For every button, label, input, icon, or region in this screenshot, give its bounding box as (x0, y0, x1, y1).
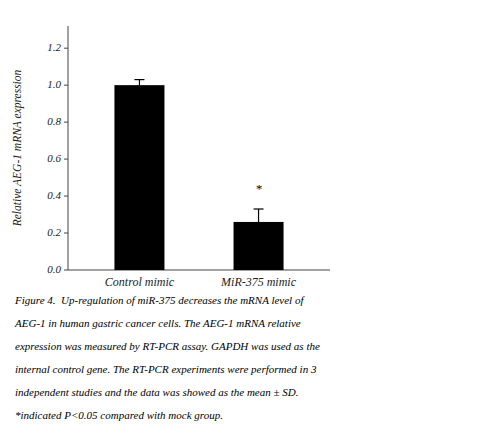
y-tick-label: 0.6 (47, 152, 61, 164)
bar (114, 85, 164, 270)
y-tick (64, 270, 68, 271)
marks (114, 80, 283, 270)
caption-line: expression was measured by RT-PCR assay.… (15, 340, 320, 352)
y-tick-label: 0.0 (47, 263, 61, 275)
caption-line: independent studies and the data was sho… (15, 386, 298, 398)
caption-line: Figure 4. Up-regulation of miR-375 decre… (14, 294, 305, 306)
x-tick-label: MiR-375 mimic (220, 275, 297, 289)
x-tick-label: Control mimic (105, 275, 175, 289)
y-tick (64, 159, 68, 160)
y-tick-label: 0.8 (47, 115, 61, 127)
y-tick (64, 85, 68, 86)
annotation: * (255, 181, 262, 196)
y-tick-label: 0.4 (47, 189, 61, 201)
error-bar-cap (254, 208, 264, 209)
caption-line: AEG-1 in human gastric cancer cells. The… (14, 317, 301, 329)
caption-line: internal control gene. The RT-PCR experi… (15, 363, 317, 375)
error-bar-cap (134, 90, 144, 91)
chart: 0.0 0.2 0.4 0.6 0.8 1.0 1.2 Relative AEG-1 mRNA… (0, 0, 503, 436)
error-bar (134, 80, 144, 91)
error-bar-stem (258, 209, 259, 235)
y-tick-label: 1.0 (47, 78, 61, 90)
error-bar-stem (139, 80, 140, 91)
y-axis-label: Relative AEG-1 mRNA expression (11, 69, 24, 227)
error-bar-cap (134, 79, 144, 80)
y-tick (64, 233, 68, 234)
y-tick-label: 0.2 (47, 226, 61, 238)
y-tick (64, 122, 68, 123)
y-axis-line (68, 26, 69, 270)
y-tick-label: 1.2 (47, 41, 61, 53)
error-bar (254, 209, 264, 235)
error-bar-cap (254, 234, 264, 235)
x-axis-line (68, 270, 330, 271)
y-tick (64, 48, 68, 49)
y-axis: 0.0 0.2 0.4 0.6 0.8 1.0 1.2 (47, 41, 68, 275)
y-tick (64, 196, 68, 197)
caption-line: *indicated P<0.05 compared with mock gro… (15, 409, 223, 421)
